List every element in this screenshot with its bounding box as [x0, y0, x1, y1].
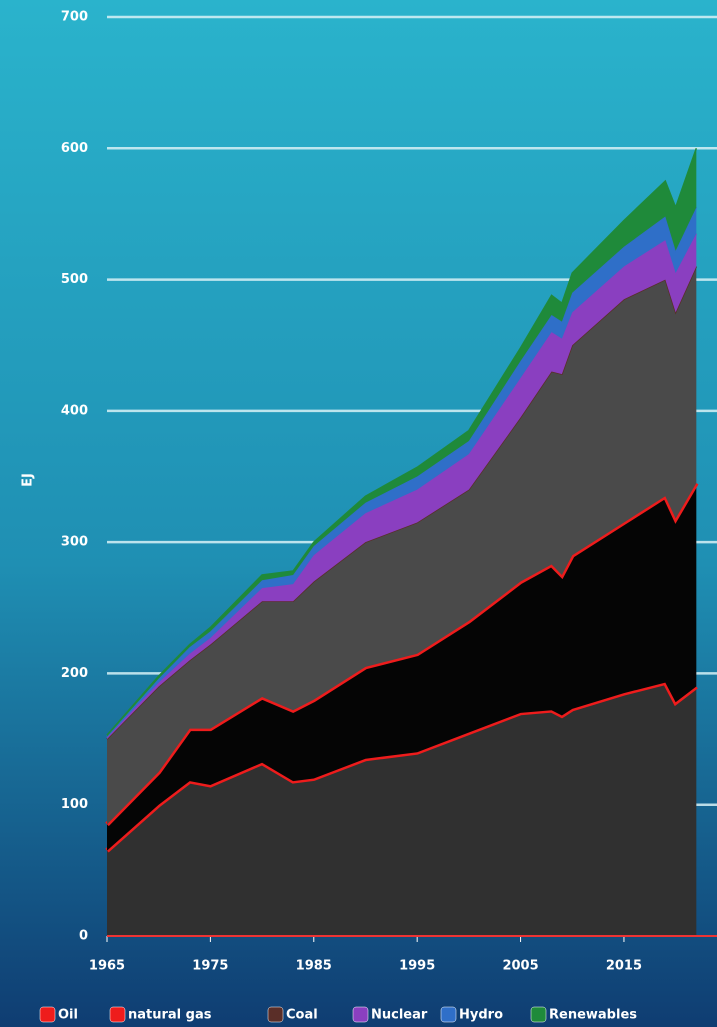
legend-label: Coal	[286, 1008, 318, 1023]
x-tick-label: 1965	[89, 959, 125, 974]
legend-label: Hydro	[459, 1008, 503, 1023]
x-tick-label: 1985	[296, 959, 332, 974]
legend-label: Renewables	[549, 1008, 637, 1023]
x-tick-label: 1995	[399, 959, 435, 974]
legend-swatch	[109, 1006, 126, 1023]
legend-label: natural gas	[128, 1008, 212, 1023]
area-edge	[106, 148, 698, 736]
y-tick-label: 700	[61, 10, 88, 25]
y-tick-label: 100	[61, 797, 88, 812]
legend-swatch	[530, 1006, 547, 1023]
area	[107, 266, 697, 825]
area	[107, 682, 697, 936]
legend-swatch	[39, 1006, 56, 1023]
y-tick-label: 0	[79, 929, 88, 944]
y-tick-label: 400	[61, 403, 88, 418]
legend-swatch	[352, 1006, 369, 1023]
x-tick-label: 2005	[502, 959, 538, 974]
y-axis-label: EJ	[21, 473, 36, 487]
legend-swatch	[440, 1006, 457, 1023]
x-tick-label: 1975	[192, 959, 228, 974]
x-tick-label: 2015	[606, 959, 642, 974]
y-tick-label: 300	[61, 535, 88, 550]
area	[107, 233, 697, 740]
legend-label: Oil	[58, 1008, 78, 1023]
y-tick-label: 500	[61, 272, 88, 287]
area	[107, 483, 697, 851]
legend-label: Nuclear	[371, 1008, 428, 1023]
y-tick-label: 200	[61, 666, 88, 681]
y-tick-label: 600	[61, 141, 88, 156]
legend-swatch	[267, 1006, 284, 1023]
